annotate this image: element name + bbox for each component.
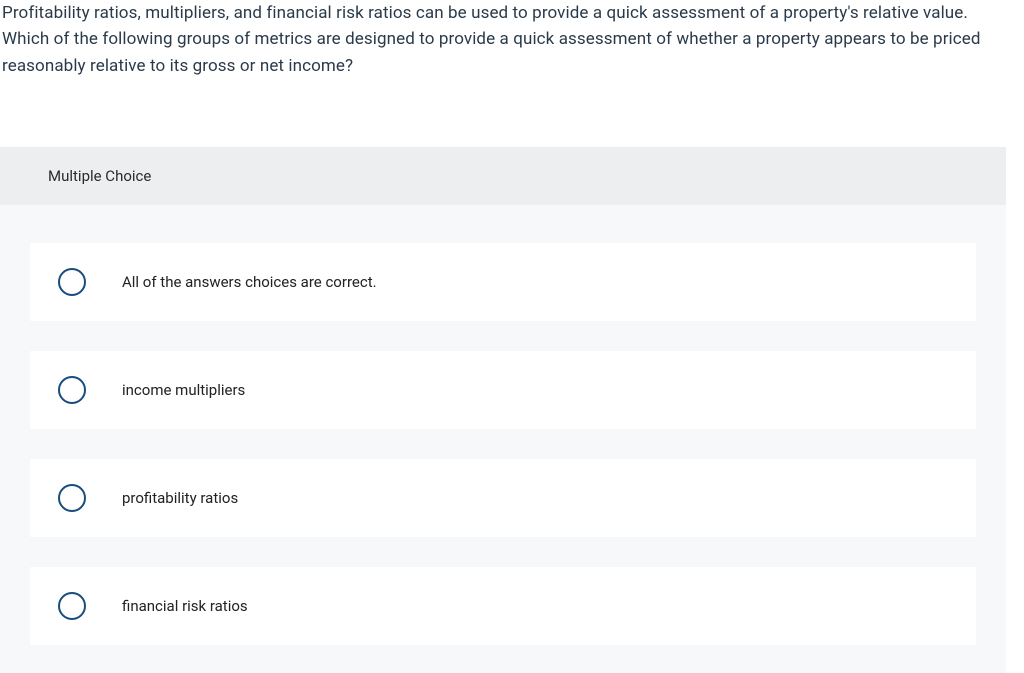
option-3[interactable]: financial risk ratios [30,567,976,645]
option-label: income multipliers [122,381,245,399]
radio-icon[interactable] [58,268,86,296]
radio-icon[interactable] [58,376,86,404]
option-label: financial risk ratios [122,597,248,615]
option-2[interactable]: profitability ratios [30,459,976,537]
option-0[interactable]: All of the answers choices are correct. [30,243,976,321]
question-text: Profitability ratios, multipliers, and f… [0,0,1024,79]
radio-icon[interactable] [58,592,86,620]
option-label: profitability ratios [122,489,238,507]
radio-icon[interactable] [58,484,86,512]
section-label: Multiple Choice [0,147,1006,205]
option-label: All of the answers choices are correct. [122,273,377,291]
quiz-block: Multiple Choice All of the answers choic… [0,147,1006,673]
option-1[interactable]: income multipliers [30,351,976,429]
options-list: All of the answers choices are correct. … [0,205,1006,645]
